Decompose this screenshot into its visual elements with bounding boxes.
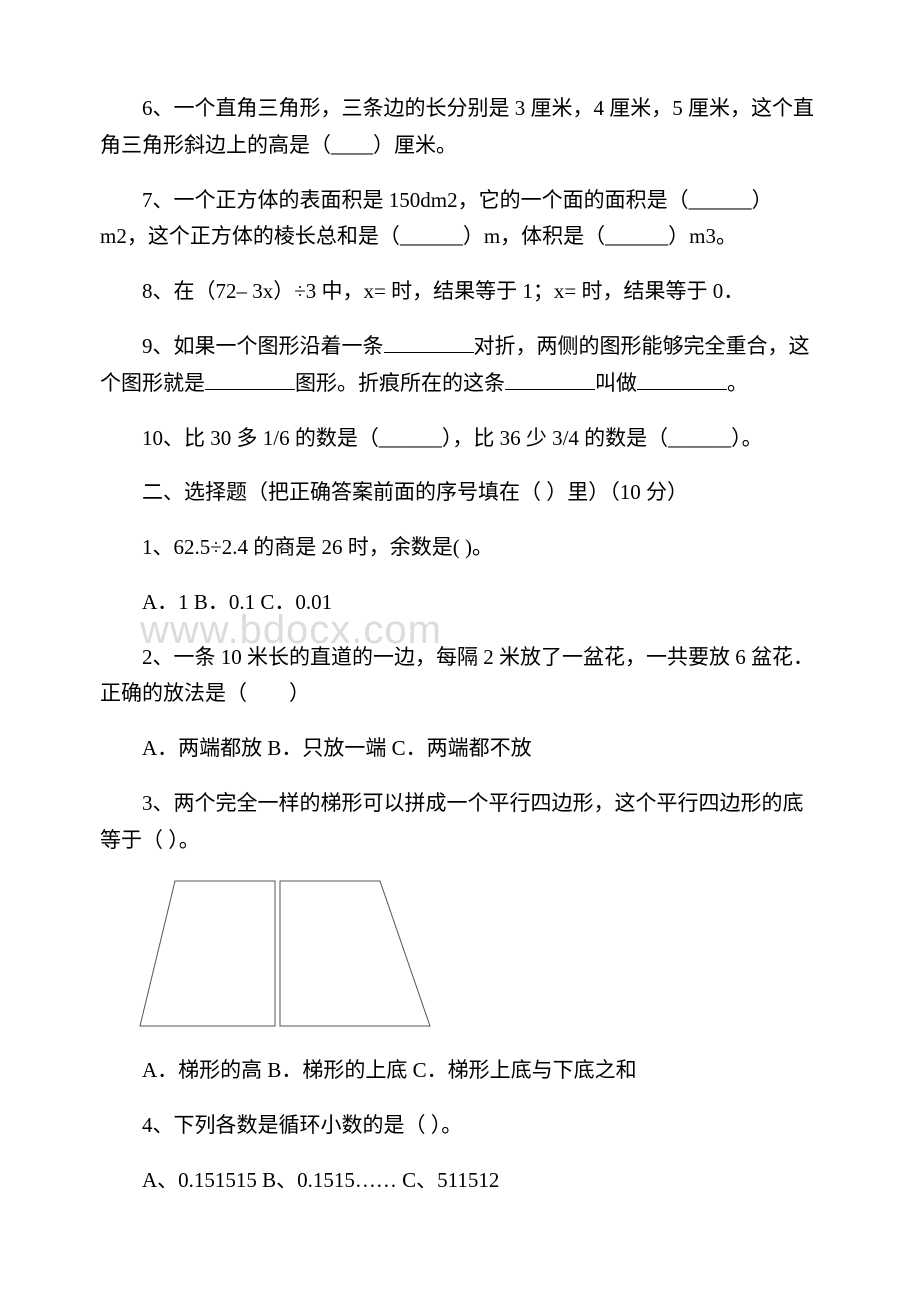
trapezoid-figure bbox=[135, 876, 820, 1036]
q9-text-3: 图形。折痕所在的这条 bbox=[295, 371, 505, 395]
question-9: 9、如果一个图形沿着一条对折，两侧的图形能够完全重合，这个图形就是图形。折痕所在… bbox=[100, 328, 820, 402]
select-q2-options: A．两端都放 B．只放一端 C．两端都不放 bbox=[100, 730, 820, 767]
trapezoid-left bbox=[140, 881, 275, 1026]
question-8: 8、在（72– 3x）÷3 中，x= 时，结果等于 1；x= 时，结果等于 0． bbox=[100, 273, 820, 310]
q9-text-5: 。 bbox=[727, 371, 748, 395]
trapezoid-svg bbox=[135, 876, 435, 1031]
blank bbox=[505, 365, 595, 390]
select-q4-options: A、0.151515 B、0.1515…… C、511512 bbox=[100, 1162, 820, 1199]
trapezoid-right bbox=[280, 881, 430, 1026]
select-q4: 4、下列各数是循环小数的是（ ）。 bbox=[100, 1107, 820, 1144]
select-q3-options: A．梯形的高 B．梯形的上底 C．梯形上底与下底之和 bbox=[100, 1052, 820, 1089]
question-10: 10、比 30 多 1/6 的数是（______），比 36 少 3/4 的数是… bbox=[100, 420, 820, 457]
question-6: 6、一个直角三角形，三条边的长分别是 3 厘米，4 厘米，5 厘米，这个直角三角… bbox=[100, 90, 820, 164]
select-q3: 3、两个完全一样的梯形可以拼成一个平行四边形，这个平行四边形的底等于（ ）。 bbox=[100, 785, 820, 859]
select-q1-options: A．1 B．0.1 C．0.01 bbox=[100, 584, 820, 621]
document-content: 6、一个直角三角形，三条边的长分别是 3 厘米，4 厘米，5 厘米，这个直角三角… bbox=[100, 90, 820, 1199]
select-q2: 2、一条 10 米长的直道的一边，每隔 2 米放了一盆花，一共要放 6 盆花．正… bbox=[100, 639, 820, 713]
blank bbox=[637, 365, 727, 390]
question-7: 7、一个正方体的表面积是 150dm2，它的一个面的面积是（______）m2，… bbox=[100, 182, 820, 256]
section-2-title: 二、选择题（把正确答案前面的序号填在（ ）里）（10 分） bbox=[100, 474, 820, 511]
q9-text-4: 叫做 bbox=[595, 371, 637, 395]
q9-text-1: 9、如果一个图形沿着一条 bbox=[142, 334, 384, 358]
select-q1: 1、62.5÷2.4 的商是 26 时，余数是( )。 bbox=[100, 529, 820, 566]
blank bbox=[384, 328, 474, 353]
blank bbox=[205, 365, 295, 390]
